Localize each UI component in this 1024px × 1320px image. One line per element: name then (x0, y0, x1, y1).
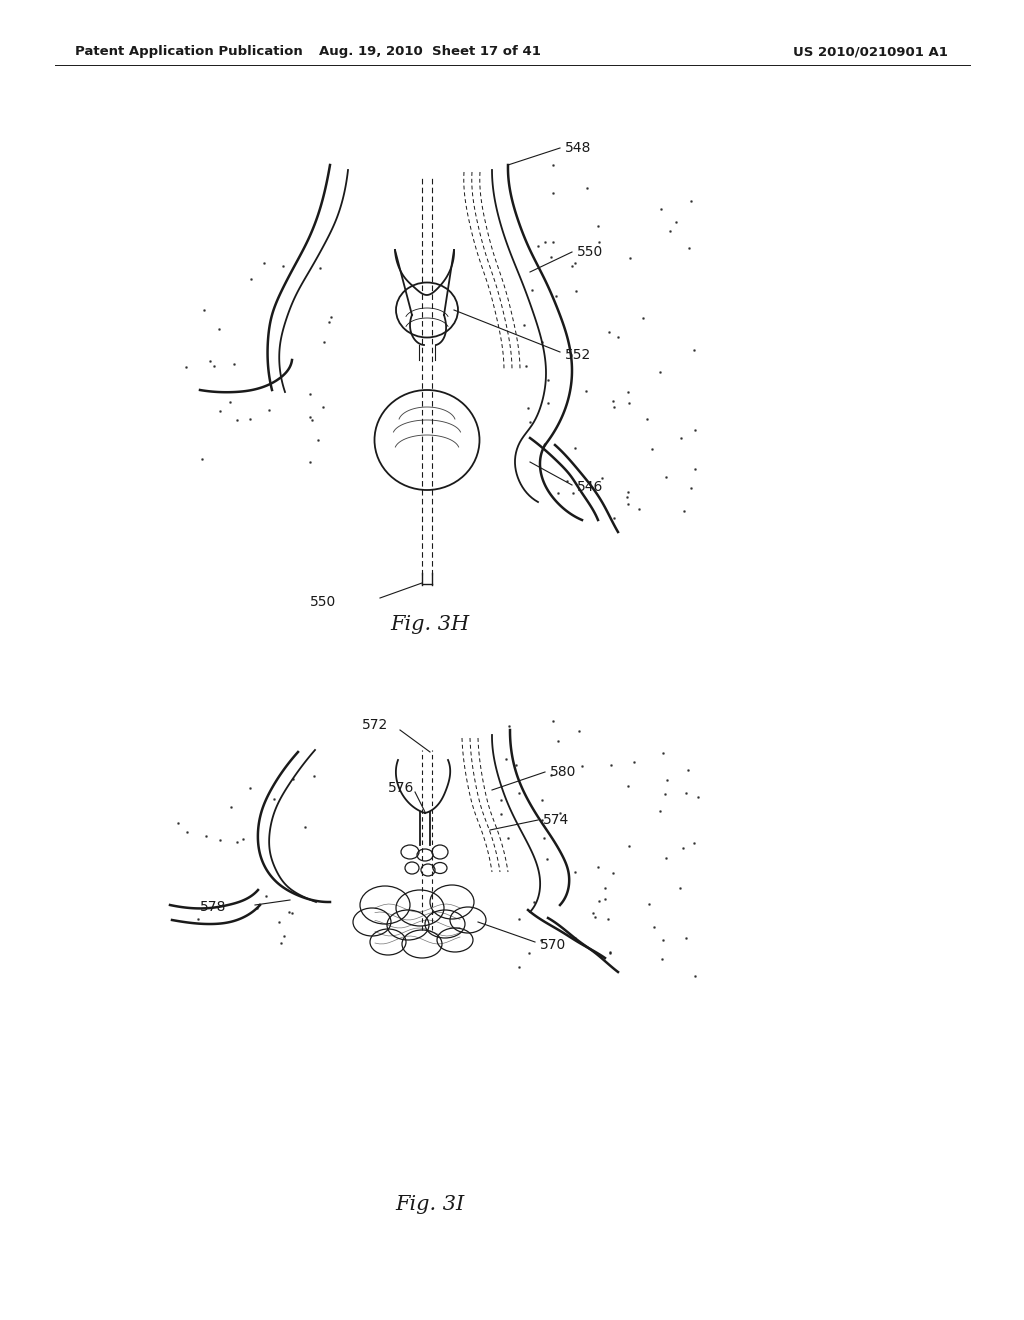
Text: Aug. 19, 2010  Sheet 17 of 41: Aug. 19, 2010 Sheet 17 of 41 (319, 45, 541, 58)
Text: 576: 576 (388, 781, 415, 795)
Text: 570: 570 (540, 939, 566, 952)
Text: 574: 574 (543, 813, 569, 828)
Text: US 2010/0210901 A1: US 2010/0210901 A1 (793, 45, 947, 58)
Text: Fig. 3H: Fig. 3H (390, 615, 470, 635)
Text: 572: 572 (362, 718, 388, 733)
Text: 546: 546 (577, 480, 603, 494)
Text: 550: 550 (310, 595, 336, 609)
Text: 550: 550 (577, 246, 603, 259)
Text: Patent Application Publication: Patent Application Publication (75, 45, 303, 58)
Text: 548: 548 (565, 141, 592, 154)
Text: 578: 578 (200, 900, 226, 913)
Text: Fig. 3I: Fig. 3I (395, 1196, 465, 1214)
Text: 580: 580 (550, 766, 577, 779)
Text: 552: 552 (565, 348, 591, 362)
